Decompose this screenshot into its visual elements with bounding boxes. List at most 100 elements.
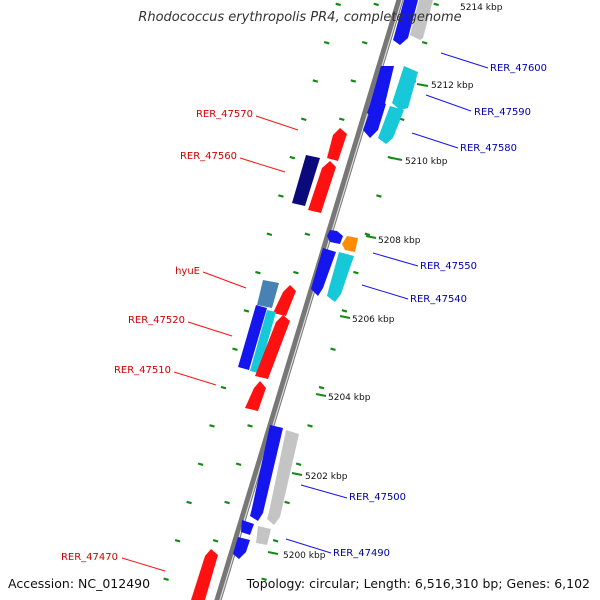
forward-callout-lines (121, 115, 299, 572)
grid-tick (335, 2, 341, 7)
callout-line (300, 484, 348, 499)
callout-line (173, 371, 217, 386)
grid-tick (243, 309, 250, 313)
scale-tick (365, 235, 377, 239)
scale-tick (339, 315, 351, 319)
grid-tick (387, 155, 394, 160)
grid-tick (376, 194, 382, 198)
callout-line (411, 132, 459, 149)
gene-label[interactable]: RER_47590 (474, 107, 531, 118)
scale-tick (267, 551, 279, 555)
grid-tick (304, 232, 311, 237)
callout-line (255, 115, 299, 131)
accession-text: Accession: NC_012490 (8, 576, 151, 591)
genome-title: Rhodococcus erythropolis PR4, complete g… (138, 10, 462, 25)
scale-tick (291, 472, 303, 476)
kbp-label: 5208 kbp (378, 236, 421, 246)
gene-label[interactable]: RER_47550 (420, 261, 477, 272)
gene-arrow-blue[interactable] (238, 305, 267, 370)
grid-tick (255, 270, 261, 275)
callout-line (361, 284, 409, 300)
gene-arrow-red[interactable] (191, 549, 218, 600)
gene-arrow-blue[interactable] (327, 230, 343, 244)
gene-arrow-cyan[interactable] (327, 252, 354, 302)
grid-tick (209, 424, 215, 428)
gene-arrow-blue[interactable] (250, 425, 283, 521)
gene-label[interactable]: RER_47500 (349, 492, 406, 503)
genome-backbone (214, 0, 404, 600)
scale-tick (391, 157, 403, 161)
grid-tick (224, 500, 230, 505)
callout-line (121, 557, 166, 572)
grid-tick (284, 500, 290, 505)
gene-arrow-gray[interactable] (267, 430, 299, 525)
grid-tick (220, 385, 227, 390)
gene-label[interactable]: RER_47600 (490, 63, 547, 74)
gene-arrow-red[interactable] (255, 315, 290, 379)
gene-arrow-blue[interactable] (241, 520, 254, 535)
grid-tick (293, 270, 299, 275)
grid-tick (266, 232, 273, 237)
gene-label[interactable]: RER_47470 (61, 552, 118, 563)
gene-label[interactable]: RER_47570 (196, 109, 253, 120)
callout-line (239, 157, 286, 173)
kbp-label: 5200 kbp (283, 551, 326, 561)
grid-tick (323, 40, 330, 45)
callout-line (372, 252, 419, 267)
grid-tick (174, 539, 181, 543)
kbp-label: 5212 kbp (431, 81, 474, 91)
gene-arrow-gray[interactable] (256, 526, 271, 545)
gene-arrow-orange[interactable] (342, 236, 358, 252)
gene-arrow-red[interactable] (245, 381, 266, 411)
gene-arrow-steel[interactable] (257, 280, 279, 308)
gene-arrow-red[interactable] (308, 161, 336, 213)
grid-tick (307, 424, 313, 428)
grid-tick (301, 117, 307, 122)
grid-tick (339, 117, 345, 122)
callout-line (425, 94, 472, 112)
scale-tick (315, 393, 327, 397)
gene-arrow-cyan[interactable] (392, 66, 418, 110)
grid-tick (433, 2, 439, 7)
gene-label[interactable]: RER_47490 (333, 548, 390, 559)
kbp-label: 5206 kbp (352, 315, 395, 325)
grid-tick (421, 40, 428, 45)
gene-label[interactable]: RER_47520 (128, 315, 185, 326)
reverse-strand-genes (233, 0, 433, 559)
gene-arrow-blue[interactable] (393, 0, 418, 45)
grid-tick (330, 347, 336, 351)
grid-tick (318, 385, 325, 390)
kbp-label: 5204 kbp (328, 393, 371, 403)
gene-arrow-red[interactable] (327, 128, 347, 161)
grid-tick (278, 194, 284, 198)
grid-tick (235, 462, 242, 466)
gene-arrow-navy[interactable] (292, 155, 320, 206)
grid-tick (232, 347, 238, 351)
grid-tick (353, 270, 359, 275)
gene-arrow-cyan[interactable] (250, 310, 276, 373)
kbp-label: 5214 kbp (460, 3, 503, 13)
gene-arrow-cyan[interactable] (378, 106, 404, 144)
gene-arrow-red[interactable] (273, 285, 296, 316)
callout-line (285, 538, 332, 554)
grid-tick (163, 577, 169, 581)
grid-tick (341, 309, 348, 313)
kbp-label: 5202 kbp (305, 472, 348, 482)
grid-tick (361, 40, 368, 45)
grid-tick (261, 577, 267, 581)
gene-label[interactable]: RER_47580 (460, 143, 517, 154)
grid-tick (364, 232, 371, 237)
gene-label[interactable]: hyuE (175, 266, 200, 277)
gene-label[interactable]: RER_47510 (114, 365, 171, 376)
grid-tick (295, 462, 302, 466)
kbp-label: 5210 kbp (405, 157, 448, 167)
gene-label[interactable]: RER_47540 (410, 294, 467, 305)
gene-label[interactable]: RER_47560 (180, 151, 237, 162)
gene-arrow-blue[interactable] (311, 248, 336, 296)
gene-arrow-gray[interactable] (410, 0, 433, 40)
callout-line (202, 271, 247, 289)
grid-tick (212, 539, 219, 543)
gene-arrow-blue[interactable] (233, 537, 250, 559)
gene-arrow-blue[interactable] (363, 100, 386, 138)
